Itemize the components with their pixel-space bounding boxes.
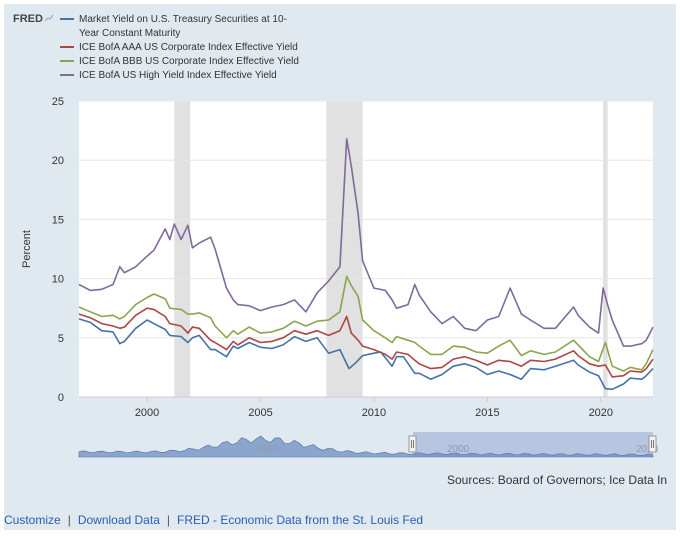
series-line-3 [78, 138, 654, 347]
navigator-label-1980: 1980 [256, 444, 279, 455]
recession-band [603, 101, 608, 397]
fred-logo[interactable]: FRED [13, 13, 43, 25]
y-tick-label: 20 [52, 155, 64, 167]
series-line-2 [78, 275, 654, 372]
y-axis-title: Percent [21, 230, 33, 268]
x-axis: 2000 2005 2010 2015 2020 [135, 397, 613, 419]
navigator-handle-right[interactable] [648, 435, 657, 453]
navigator-label-2000: 2000 [447, 444, 470, 455]
legend-label-treasury-cont: Year Constant Maturity [79, 28, 180, 39]
x-tick-label: 2000 [135, 407, 159, 419]
x-tick-label: 2005 [248, 407, 272, 419]
navigator-series [78, 435, 654, 458]
legend-label-bbb: ICE BofA BBB US Corporate Index Effectiv… [79, 56, 299, 67]
y-tick-label: 25 [52, 96, 64, 108]
navigator-handle-left[interactable] [408, 435, 417, 453]
fred-logo-icon [44, 14, 54, 22]
fred-home-link[interactable]: FRED - Economic Data from the St. Louis … [177, 513, 424, 527]
legend-label-aaa: ICE BofA AAA US Corporate Index Effectiv… [79, 42, 298, 53]
recession-bands [174, 101, 608, 397]
y-tick-label: 0 [58, 392, 64, 404]
x-tick-label: 2010 [362, 407, 386, 419]
legend: Market Yield on U.S. Treasury Securities… [60, 14, 299, 81]
navigator-selection[interactable] [413, 432, 653, 457]
navigator[interactable]: 1980 2000 2020 [78, 432, 659, 458]
footer-separator: | [67, 513, 71, 527]
recession-band [174, 101, 191, 397]
legend-label-treasury: Market Yield on U.S. Treasury Securities… [79, 14, 287, 25]
plot-area [79, 101, 653, 397]
series-lines [78, 138, 654, 391]
download-data-link[interactable]: Download Data [77, 513, 160, 527]
y-tick-label: 15 [52, 214, 64, 226]
footer-separator: | [166, 513, 170, 527]
y-tick-label: 5 [58, 333, 64, 345]
customize-link[interactable]: Customize [4, 513, 61, 527]
sources-note: Sources: Board of Governors; Ice Data In [447, 473, 668, 487]
x-tick-label: 2015 [475, 407, 499, 419]
navigator-label-2020: 2020 [636, 444, 659, 455]
x-tick-label: 2020 [589, 407, 613, 419]
series-line-1 [78, 307, 654, 378]
y-axis: 0 5 10 15 20 25 [52, 96, 64, 404]
y-tick-label: 10 [52, 274, 64, 286]
legend-label-high-yield: ICE BofA US High Yield Index Effective Y… [79, 70, 277, 81]
series-line-0 [78, 318, 654, 391]
recession-band [326, 101, 363, 397]
gridlines [79, 100, 653, 398]
footer-links: Customize | Download Data | FRED - Economic … [4, 513, 423, 527]
